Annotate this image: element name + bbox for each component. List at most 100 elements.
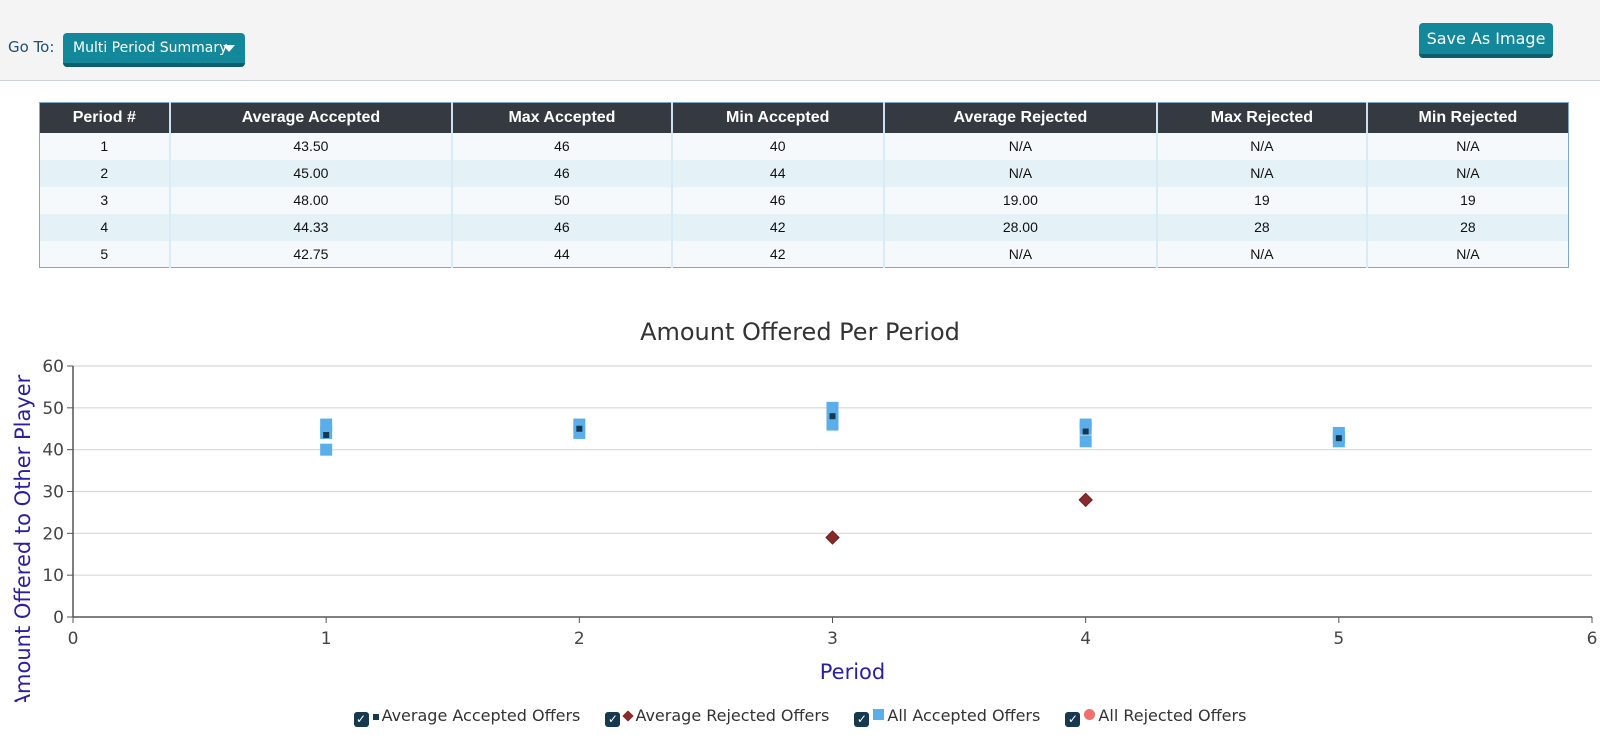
y-tick-label: 50 (42, 399, 64, 419)
table-cell: 28.00 (882, 213, 1157, 241)
table-cell: 50 (451, 186, 672, 214)
table-cell: 46 (451, 213, 672, 241)
goto-label: Go To: (8, 38, 55, 56)
column-header: Max Rejected (1155, 102, 1367, 133)
x-tick-label: 6 (1587, 629, 1598, 649)
table-cell: 44 (670, 159, 884, 187)
table-cell: 48.00 (168, 186, 453, 214)
table-cell: N/A (1365, 132, 1569, 160)
table-cell: 44.33 (168, 213, 453, 241)
table-cell: 42.75 (168, 240, 453, 268)
table-cell: 42 (670, 213, 884, 241)
table-cell: N/A (882, 159, 1157, 187)
column-header: Max Accepted (451, 102, 672, 133)
average-accepted-point (1082, 428, 1089, 435)
legend-item-average-rejected[interactable]: ✓ Average Rejected Offers (605, 706, 829, 727)
table-header-row: Period # Average Accepted Max Accepted M… (39, 102, 1569, 133)
checkbox-checked-icon[interactable]: ✓ (605, 712, 621, 727)
offers-scatter-chart: 0 10 20 30 40 50 60 0 1 2 3 4 5 6 Period Amount Offered… (11, 357, 1598, 702)
table-cell: 40 (670, 132, 884, 160)
y-tick-label: 30 (42, 483, 64, 503)
legend-label: All Rejected Offers (1098, 706, 1247, 725)
y-tick-label: 40 (42, 441, 64, 461)
all-accepted-point (826, 418, 839, 431)
average-rejected-point (825, 530, 840, 545)
save-as-image-button[interactable]: Save As Image (1419, 23, 1553, 58)
table-cell: 19.00 (882, 186, 1157, 214)
table-cell: 19 (1365, 186, 1569, 214)
legend-item-all-accepted[interactable]: ✓ All Accepted Offers (854, 706, 1040, 727)
table-cell: 28 (1365, 213, 1569, 241)
x-tick-label: 4 (1080, 629, 1091, 649)
y-tick-label: 60 (42, 357, 64, 377)
checkbox-checked-icon[interactable]: ✓ (1065, 712, 1081, 727)
average-accepted-point (576, 425, 583, 432)
table-cell: 5 (100, 245, 109, 262)
table-row: 1 43.50 46 40 N/A N/A N/A (39, 132, 1569, 160)
x-axis-label: Period (820, 660, 885, 684)
table-row: 2 45.00 46 44 N/A N/A N/A (39, 159, 1569, 187)
checkbox-checked-icon[interactable]: ✓ (353, 712, 369, 727)
square-icon (873, 709, 885, 720)
period-summary-table: Period # Average Accepted Max Accepted M… (39, 102, 1569, 268)
table-cell: 46 (451, 159, 672, 187)
table-cell: N/A (1365, 240, 1569, 268)
table-cell: 46 (451, 132, 672, 160)
column-header: Average Rejected (882, 102, 1157, 133)
legend-item-average-accepted[interactable]: ✓ Average Accepted Offers (353, 706, 581, 727)
legend-label: Average Rejected Offers (635, 706, 830, 725)
table-cell: 43.50 (168, 132, 453, 160)
table-cell: N/A (882, 132, 1157, 160)
table-cell: 2 (100, 165, 109, 181)
y-tick-label: 20 (42, 524, 64, 544)
y-tick-label: 10 (42, 566, 64, 586)
goto-dropdown-value: Multi Period Summary (73, 40, 228, 56)
table-cell: 19 (1155, 186, 1367, 214)
legend-label: All Accepted Offers (887, 706, 1041, 725)
column-header: Period # (39, 102, 170, 133)
average-accepted-point (323, 432, 330, 439)
all-accepted-point (320, 443, 333, 456)
table-cell: N/A (882, 240, 1157, 268)
caret-down-icon (223, 45, 235, 52)
chart-title: Amount Offered Per Period (640, 318, 960, 346)
legend-item-all-rejected[interactable]: ✓ All Rejected Offers (1065, 706, 1246, 727)
table-cell: N/A (1155, 240, 1367, 268)
table-row: 4 44.33 46 42 28.00 28 28 (39, 213, 1569, 241)
average-rejected-point (1078, 492, 1093, 508)
x-tick-label: 5 (1333, 629, 1344, 649)
legend-label: Average Accepted Offers (381, 706, 581, 725)
all-accepted-point (1079, 435, 1092, 448)
x-tick-label: 3 (827, 629, 838, 649)
table-cell: 1 (100, 138, 109, 154)
diamond-icon (622, 710, 635, 722)
table-cell: 28 (1155, 213, 1367, 241)
table-cell: 4 (100, 219, 109, 235)
average-accepted-point (1335, 435, 1342, 442)
top-toolbar: Go To: Multi Period Summary Save As Imag… (0, 0, 1600, 81)
x-tick-label: 1 (321, 629, 332, 649)
small-square-icon (372, 714, 379, 720)
goto-dropdown[interactable]: Multi Period Summary (63, 33, 245, 67)
column-header: Average Accepted (168, 102, 453, 133)
table-cell: N/A (1155, 159, 1367, 187)
table-cell: 42 (670, 240, 884, 268)
table-cell: 45.00 (168, 159, 453, 187)
column-header: Min Rejected (1365, 102, 1569, 133)
table-cell: 3 (100, 192, 109, 208)
chart-legend: ✓ Average Accepted Offers ✓ Average Reject… (0, 706, 1600, 727)
average-accepted-point (829, 413, 836, 420)
table-cell: 44 (451, 240, 672, 268)
checkbox-checked-icon[interactable]: ✓ (854, 712, 870, 727)
table-cell: N/A (1365, 159, 1569, 187)
x-tick-label: 2 (574, 629, 585, 649)
table-cell: N/A (1155, 132, 1367, 160)
table-row: 5 42.75 44 42 N/A N/A N/A (39, 240, 1569, 268)
y-tick-label: 0 (53, 608, 64, 628)
circle-icon (1084, 709, 1096, 720)
y-axis-label: Amount Offered to Other Player (11, 374, 35, 702)
table-row: 3 48.00 50 46 19.00 19 19 (39, 186, 1569, 214)
column-header: Min Accepted (670, 102, 884, 133)
x-tick-label: 0 (68, 629, 79, 649)
table-cell: 46 (670, 186, 884, 214)
